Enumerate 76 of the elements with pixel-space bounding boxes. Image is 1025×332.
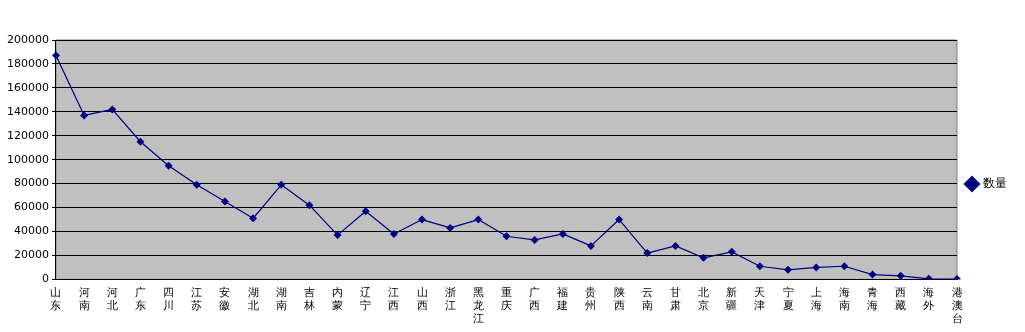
point [671, 241, 680, 250]
x-tick-label: 浙江 [444, 285, 456, 313]
y-tick-label: 140000 [6, 104, 49, 118]
x-tick-label: 吉林 [302, 285, 315, 313]
point [840, 262, 849, 271]
x-tick-label: 甘肃 [669, 285, 681, 313]
point [418, 215, 427, 224]
point [615, 215, 624, 224]
x-tick-label: 内蒙 [332, 285, 344, 313]
point [305, 201, 314, 210]
point [51, 51, 60, 60]
point [474, 215, 483, 224]
y-tick-label: 0 [41, 272, 49, 286]
y-tick-label: 20000 [13, 248, 49, 262]
x-tick-label: 江西 [388, 285, 400, 313]
point [530, 235, 539, 244]
point [446, 223, 455, 232]
point [699, 253, 708, 262]
point [333, 231, 342, 240]
x-tick-label: 福建 [556, 285, 569, 313]
y-tick-label: 180000 [6, 56, 49, 70]
point [361, 207, 370, 216]
x-tick-label: 青海 [867, 285, 879, 313]
x-tick-label: 陕西 [613, 285, 625, 313]
y-tick-label: 200000 [6, 32, 49, 46]
x-tick-label: 北京 [698, 285, 710, 313]
point [108, 105, 117, 114]
point [868, 270, 877, 279]
y-tick-label: 100000 [6, 152, 49, 166]
point [896, 271, 905, 280]
x-tick-label: 山西 [416, 285, 428, 313]
point [727, 247, 736, 256]
x-tick-label: 四川 [163, 285, 175, 313]
x-tick-label: 广东 [134, 285, 146, 313]
point [80, 111, 89, 120]
x-tick-label: 天津 [754, 285, 766, 313]
x-tick-label: 安徽 [219, 285, 231, 313]
point [220, 197, 229, 206]
point [502, 232, 511, 241]
point [164, 161, 173, 170]
point [784, 265, 793, 274]
x-tick-label: 贵州 [585, 285, 597, 313]
y-tick-label: 80000 [13, 176, 49, 190]
point [136, 137, 145, 146]
x-tick-label: 上海 [810, 285, 822, 313]
x-tick-label: 新疆 [726, 285, 738, 313]
point [389, 229, 398, 238]
x-tick-label: 海外 [923, 285, 935, 313]
x-tick-label: 重庆 [501, 285, 512, 313]
x-tick-label: 河南 [78, 285, 90, 313]
point [755, 262, 764, 271]
point [277, 180, 286, 189]
x-tick-label: 海南 [838, 285, 850, 313]
y-tick-label: 120000 [6, 128, 49, 142]
point [586, 241, 595, 250]
legend-label: 数量 [983, 176, 1007, 191]
point [249, 214, 258, 223]
x-tick-label: 江苏 [191, 285, 203, 313]
x-tick-label: 河北 [106, 285, 118, 313]
x-tick-label: 广西 [529, 285, 541, 313]
y-tick-label: 60000 [13, 200, 49, 214]
x-tick-label: 湖南 [275, 285, 287, 313]
x-tick-label: 宁夏 [782, 285, 794, 313]
point [558, 229, 567, 238]
y-tick-label: 40000 [13, 224, 49, 238]
point [643, 249, 652, 258]
x-tick-label: 辽宁 [360, 285, 372, 313]
point [192, 180, 201, 189]
x-tick-label: 黑龙江 [472, 285, 484, 326]
x-tick-label: 西藏 [895, 285, 907, 313]
x-tick-label: 山东 [50, 285, 62, 313]
y-tick-label: 160000 [6, 80, 49, 94]
x-tick-label: 湖北 [247, 285, 259, 313]
x-tick-label: 云南 [641, 285, 653, 313]
x-tick-label: 港澳台 [951, 285, 963, 326]
point [812, 263, 821, 272]
